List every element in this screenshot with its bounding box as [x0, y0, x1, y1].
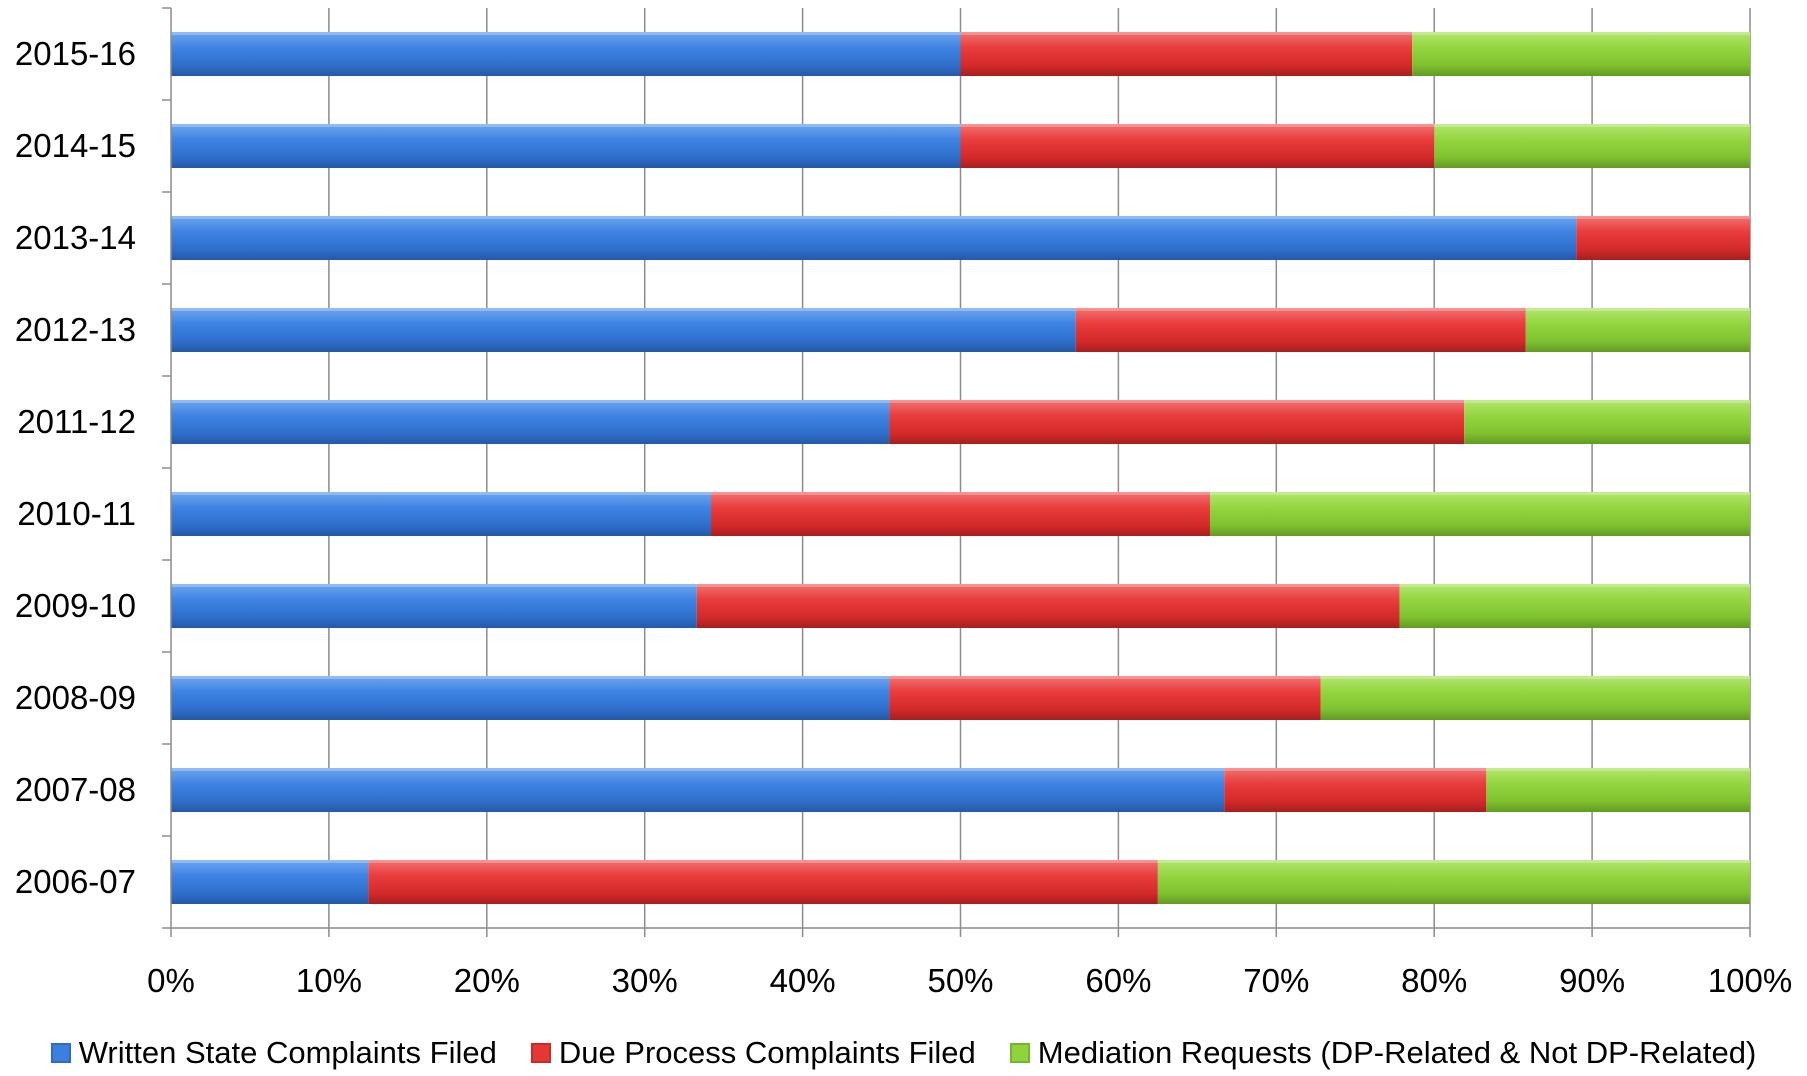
legend-item: Due Process Complaints Filed	[530, 1035, 976, 1071]
category-label: 2014-15	[15, 127, 136, 164]
x-tick-label: 80%	[1401, 962, 1467, 999]
bar-segment	[1434, 124, 1750, 168]
bar-segment	[171, 216, 1577, 260]
bar-segment	[696, 584, 1400, 628]
legend-label: Written State Complaints Filed	[78, 1035, 497, 1070]
bar-highlight	[889, 676, 1321, 679]
x-tick-label: 20%	[454, 962, 520, 999]
bar-highlight	[1320, 676, 1750, 679]
bar-highlight	[1486, 768, 1750, 771]
x-tick-label: 100%	[1708, 962, 1792, 999]
bar-highlight	[171, 400, 890, 403]
bar-highlight	[889, 400, 1465, 403]
bar-segment	[171, 124, 961, 168]
legend-label: Mediation Requests (DP-Related & Not DP-…	[1037, 1035, 1757, 1070]
bar-highlight	[1157, 860, 1750, 863]
bar-highlight	[1412, 32, 1750, 35]
category-label: 2008-09	[15, 679, 136, 716]
bar-highlight	[171, 492, 712, 495]
category-label: 2011-12	[17, 403, 136, 440]
bar-highlight	[1399, 584, 1750, 587]
x-tick-label: 60%	[1085, 962, 1151, 999]
bar-highlight	[1525, 308, 1750, 311]
bar-highlight	[960, 32, 1413, 35]
bar-segment	[960, 124, 1435, 168]
bar-segment	[171, 860, 369, 904]
x-tick-label: 90%	[1559, 962, 1625, 999]
bar-highlight	[1434, 124, 1750, 127]
x-tick-label: 30%	[612, 962, 678, 999]
bar-highlight	[696, 584, 1400, 587]
x-tick-label: 10%	[296, 962, 362, 999]
bar-highlight	[171, 584, 697, 587]
bar-segment	[368, 860, 1158, 904]
bar-highlight	[368, 860, 1158, 863]
bar-segment	[889, 400, 1465, 444]
bar-highlight	[1075, 308, 1526, 311]
legend-item: Mediation Requests (DP-Related & Not DP-…	[1009, 1035, 1757, 1071]
legend-swatch	[1009, 1043, 1030, 1063]
category-label: 2010-11	[17, 495, 136, 532]
bar-segment	[1464, 400, 1750, 444]
category-label: 2013-14	[15, 219, 136, 256]
bar-segment	[1209, 492, 1750, 536]
bar-segment	[171, 768, 1225, 812]
legend-label: Due Process Complaints Filed	[558, 1035, 976, 1070]
bar-highlight	[1576, 216, 1750, 219]
bar-highlight	[171, 124, 961, 127]
legend-swatch	[530, 1043, 551, 1063]
x-tick-labels: 0% 10% 20% 30% 40% 50% 60% 70% 80% 90% 100%	[147, 962, 1792, 999]
x-tick-label: 40%	[770, 962, 836, 999]
bar-segment	[1224, 768, 1487, 812]
bar-highlight	[711, 492, 1210, 495]
bar-segment	[1576, 216, 1750, 260]
bar-segment	[1399, 584, 1750, 628]
bar-segment	[171, 676, 890, 720]
bar-highlight	[171, 308, 1076, 311]
bar-segment	[711, 492, 1210, 536]
bar-segment	[960, 32, 1413, 76]
bar-segment	[889, 676, 1321, 720]
bar-segment	[171, 32, 961, 76]
category-labels: 2015-16 2014-15 2013-14 2012-13 2011-12 2010-…	[15, 35, 136, 900]
bar-highlight	[171, 676, 890, 679]
category-label: 2009-10	[15, 587, 136, 624]
bar-segment	[1320, 676, 1750, 720]
bar-segment	[1075, 308, 1526, 352]
axes	[162, 7, 1751, 937]
bar-highlight	[171, 860, 369, 863]
category-label: 2006-07	[15, 863, 136, 900]
bar-highlight	[171, 32, 961, 35]
legend: Written State Complaints Filed Due Proces…	[0, 1032, 1807, 1074]
x-tick-label: 70%	[1243, 962, 1309, 999]
category-label: 2007-08	[15, 771, 136, 808]
bar-segment	[171, 308, 1076, 352]
x-tick-label: 50%	[927, 962, 993, 999]
bar-highlight	[171, 216, 1577, 219]
bars	[171, 32, 1750, 904]
bar-highlight	[1464, 400, 1750, 403]
bar-segment	[1486, 768, 1750, 812]
bar-segment	[171, 492, 712, 536]
category-label: 2012-13	[15, 311, 136, 348]
bar-highlight	[960, 124, 1435, 127]
bar-segment	[171, 400, 890, 444]
bar-highlight	[1209, 492, 1750, 495]
legend-swatch	[50, 1043, 71, 1063]
bar-highlight	[171, 768, 1225, 771]
bar-segment	[171, 584, 697, 628]
x-tick-label: 0%	[147, 962, 195, 999]
legend-item: Written State Complaints Filed	[50, 1035, 497, 1071]
bar-highlight	[1224, 768, 1487, 771]
bar-segment	[1525, 308, 1750, 352]
bar-segment	[1412, 32, 1750, 76]
category-label: 2015-16	[15, 35, 136, 72]
bar-segment	[1157, 860, 1750, 904]
